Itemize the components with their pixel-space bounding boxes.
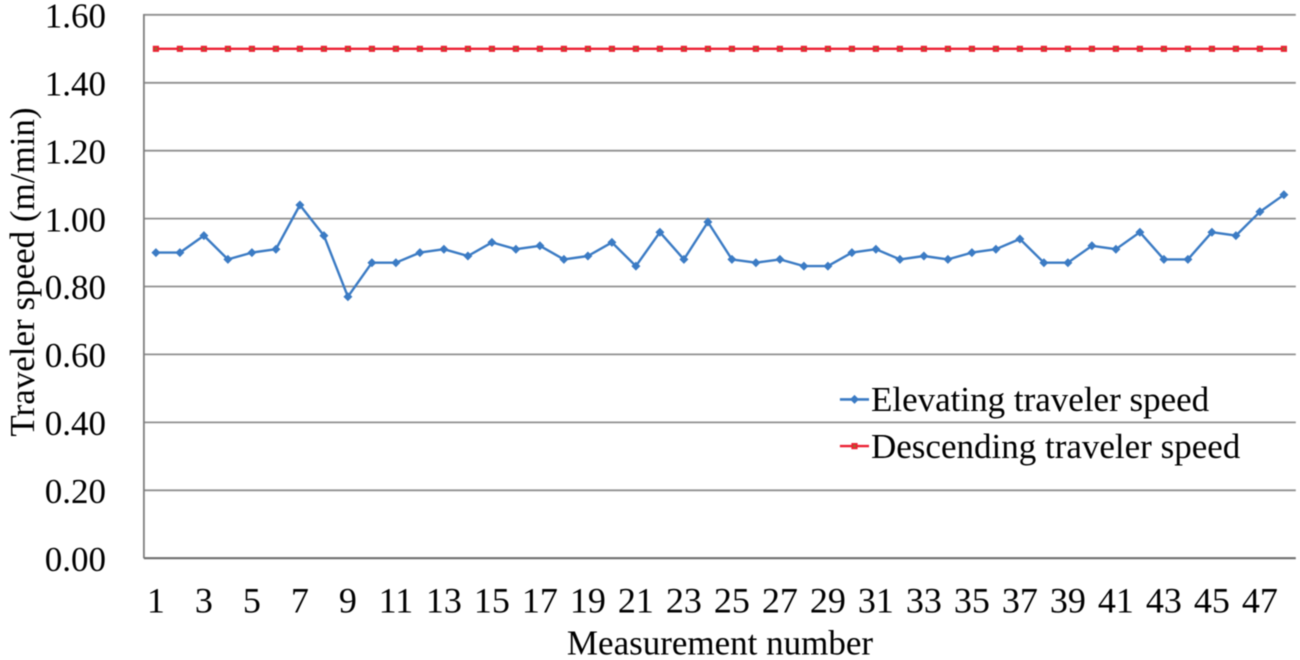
svg-text:37: 37: [1002, 581, 1038, 621]
svg-text:Measurement number: Measurement number: [567, 624, 873, 660]
svg-text:21: 21: [618, 581, 654, 621]
svg-text:43: 43: [1146, 581, 1182, 621]
svg-text:29: 29: [810, 581, 846, 621]
svg-text:17: 17: [522, 581, 558, 621]
svg-text:0.40: 0.40: [45, 404, 106, 443]
svg-text:7: 7: [291, 581, 309, 621]
svg-text:1.20: 1.20: [45, 132, 106, 171]
svg-text:Elevating traveler speed: Elevating traveler speed: [871, 380, 1210, 419]
svg-text:33: 33: [906, 581, 942, 621]
svg-text:1.00: 1.00: [45, 200, 106, 239]
svg-text:35: 35: [954, 581, 990, 621]
svg-text:9: 9: [339, 581, 357, 621]
svg-text:0.80: 0.80: [45, 268, 106, 307]
svg-text:1: 1: [147, 581, 165, 621]
svg-text:45: 45: [1194, 581, 1230, 621]
svg-text:39: 39: [1050, 581, 1086, 621]
svg-text:0.00: 0.00: [45, 540, 106, 579]
svg-text:Descending traveler speed: Descending traveler speed: [871, 427, 1241, 466]
svg-text:19: 19: [570, 581, 606, 621]
svg-text:1.60: 1.60: [45, 0, 106, 36]
svg-text:25: 25: [714, 581, 750, 621]
svg-text:23: 23: [666, 581, 702, 621]
svg-text:Traveler speed (m/min): Traveler speed (m/min): [3, 107, 42, 436]
svg-text:1.40: 1.40: [45, 65, 106, 104]
svg-text:31: 31: [858, 581, 894, 621]
svg-text:13: 13: [426, 581, 462, 621]
svg-text:11: 11: [379, 581, 414, 621]
svg-text:5: 5: [243, 581, 261, 621]
svg-text:3: 3: [195, 581, 213, 621]
svg-text:27: 27: [762, 581, 798, 621]
svg-text:15: 15: [474, 581, 510, 621]
svg-text:0.60: 0.60: [45, 336, 106, 375]
svg-text:0.20: 0.20: [45, 472, 106, 511]
svg-text:41: 41: [1098, 581, 1134, 621]
svg-text:47: 47: [1242, 581, 1278, 621]
